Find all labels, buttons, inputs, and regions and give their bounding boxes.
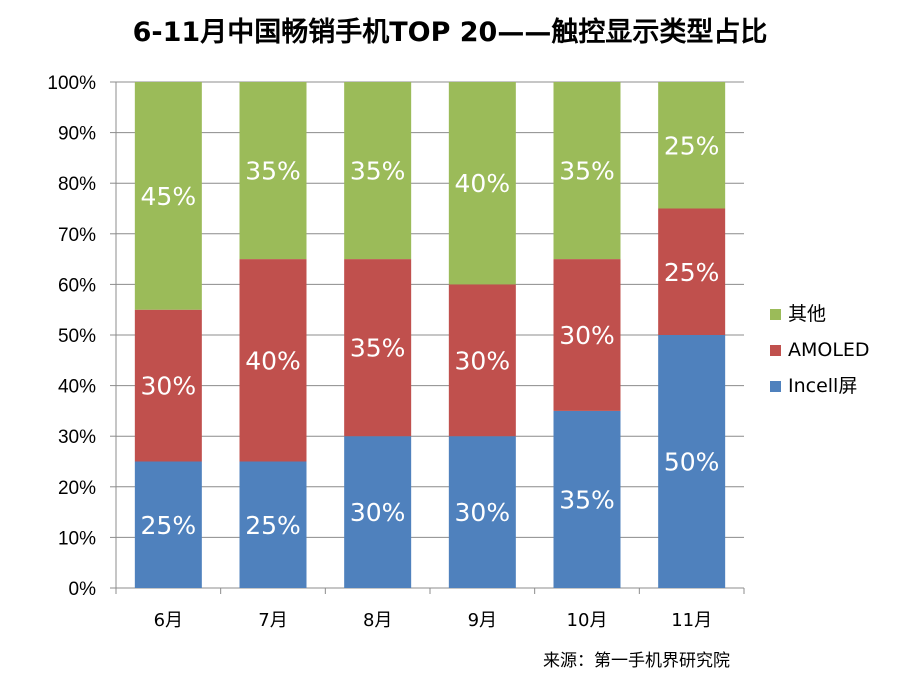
bar-segment [134, 309, 202, 462]
data-label: 35% [350, 334, 406, 363]
data-label: 35% [245, 157, 301, 186]
bar-segment [344, 259, 412, 437]
x-category-label: 10月 [567, 610, 608, 631]
bar-segment [553, 410, 621, 588]
data-label: 25% [664, 258, 720, 287]
axes: 0% 10% 20% 30% 40% 50% 60% 70% 80% 90% 100% 6月 7月 8月 9… [47, 73, 745, 631]
data-label: 30% [141, 372, 197, 401]
legend: 其他 AMOLED Incell屏 [770, 303, 870, 397]
y-tick-label: 40% [58, 377, 96, 398]
source-note: 来源：第一手机界研究院 [543, 651, 730, 671]
y-tick-label: 0% [69, 579, 97, 600]
bar-segment [344, 82, 412, 260]
chart-title: 6-11月中国畅销手机TOP 20——触控显示类型占比 [133, 17, 768, 48]
data-label: 40% [245, 346, 301, 375]
data-label: 30% [559, 321, 615, 350]
data-label: 40% [455, 169, 511, 198]
data-label: 30% [455, 498, 511, 527]
legend-label: Incell屏 [788, 375, 857, 397]
bar-segment [134, 461, 202, 588]
bar-segment [553, 259, 621, 411]
y-tick-label: 20% [58, 478, 96, 499]
data-label: 45% [141, 182, 197, 211]
data-label: 30% [455, 346, 511, 375]
legend-swatch [770, 345, 781, 356]
data-label: 35% [559, 485, 615, 514]
y-tick-label: 80% [58, 174, 96, 195]
legend-label: AMOLED [788, 339, 870, 361]
bar-segment [239, 82, 307, 260]
bar-segment [658, 208, 726, 335]
x-category-label: 8月 [363, 610, 392, 631]
y-tick-label: 100% [47, 73, 96, 94]
data-labels: 25% 30% 45% 25% 40% 35% 30% 35% 35% 30% 30% 40% 35% 3… [141, 131, 720, 540]
data-label: 50% [664, 448, 720, 477]
x-category-label: 6月 [154, 610, 183, 631]
bar-segment [448, 436, 516, 588]
y-tick-label: 70% [58, 225, 96, 246]
bar-segment [658, 335, 726, 588]
y-tick-label: 60% [58, 275, 96, 296]
data-label: 25% [245, 511, 301, 540]
data-label: 30% [350, 498, 406, 527]
y-tick-label: 50% [58, 326, 96, 347]
y-tick-label: 90% [58, 124, 96, 145]
bar-segment [239, 461, 307, 588]
data-label: 25% [664, 131, 720, 160]
legend-swatch [770, 381, 781, 392]
bar-segment [448, 82, 516, 285]
data-label: 35% [559, 157, 615, 186]
bar-segment [448, 284, 516, 437]
x-category-label: 7月 [258, 610, 287, 631]
y-tick-label: 30% [58, 427, 96, 448]
data-label: 25% [141, 511, 197, 540]
bar-segment [239, 259, 307, 462]
x-category-label: 9月 [468, 610, 497, 631]
bar-segment [658, 82, 726, 209]
x-category-label: 11月 [671, 610, 712, 631]
bar-segment [134, 82, 202, 310]
bar-segment [553, 82, 621, 260]
legend-swatch [770, 309, 781, 320]
legend-label: 其他 [788, 303, 826, 325]
gridlines [116, 81, 744, 589]
y-tick-label: 10% [58, 528, 96, 549]
data-label: 35% [350, 157, 406, 186]
bar-segment [344, 436, 412, 588]
bars [134, 82, 726, 588]
